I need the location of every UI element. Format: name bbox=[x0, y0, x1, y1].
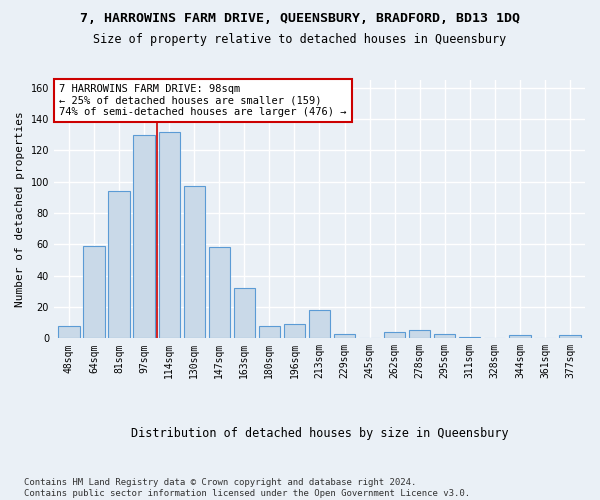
X-axis label: Distribution of detached houses by size in Queensbury: Distribution of detached houses by size … bbox=[131, 427, 508, 440]
Bar bbox=[109, 191, 130, 338]
Bar bbox=[309, 310, 330, 338]
Text: 7 HARROWINS FARM DRIVE: 98sqm
← 25% of detached houses are smaller (159)
74% of : 7 HARROWINS FARM DRIVE: 98sqm ← 25% of d… bbox=[59, 84, 347, 117]
Bar bbox=[334, 334, 355, 338]
Bar bbox=[459, 336, 481, 338]
Bar bbox=[58, 326, 80, 338]
Text: Size of property relative to detached houses in Queensbury: Size of property relative to detached ho… bbox=[94, 32, 506, 46]
Bar bbox=[259, 326, 280, 338]
Bar bbox=[559, 335, 581, 338]
Bar bbox=[384, 332, 405, 338]
Bar bbox=[158, 132, 180, 338]
Y-axis label: Number of detached properties: Number of detached properties bbox=[15, 112, 25, 307]
Text: 7, HARROWINS FARM DRIVE, QUEENSBURY, BRADFORD, BD13 1DQ: 7, HARROWINS FARM DRIVE, QUEENSBURY, BRA… bbox=[80, 12, 520, 26]
Bar bbox=[83, 246, 104, 338]
Bar bbox=[133, 135, 155, 338]
Bar bbox=[434, 334, 455, 338]
Bar bbox=[409, 330, 430, 338]
Bar bbox=[209, 248, 230, 338]
Text: Contains HM Land Registry data © Crown copyright and database right 2024.
Contai: Contains HM Land Registry data © Crown c… bbox=[24, 478, 470, 498]
Bar bbox=[233, 288, 255, 339]
Bar bbox=[509, 335, 530, 338]
Bar bbox=[184, 186, 205, 338]
Bar bbox=[284, 324, 305, 338]
